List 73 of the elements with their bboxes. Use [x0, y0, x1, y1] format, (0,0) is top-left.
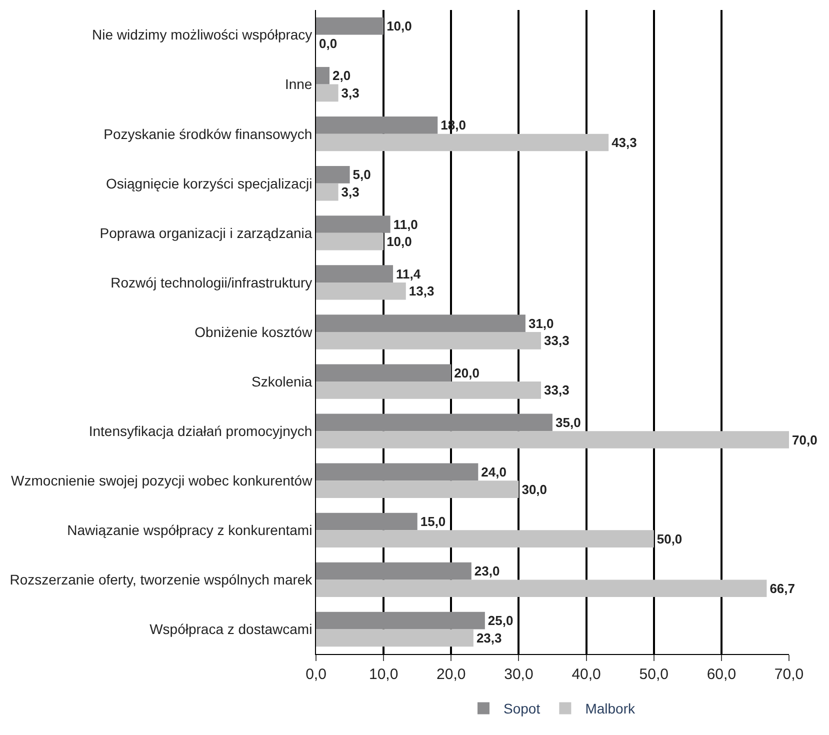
bar — [316, 382, 542, 399]
data-label: 10,0 — [386, 234, 412, 250]
bar — [316, 265, 394, 282]
x-tick-label: 20,0 — [436, 666, 466, 683]
bar — [316, 562, 472, 580]
data-label: 33,3 — [544, 333, 570, 348]
y-tick-label: Osiągnięcie korzyści specjalizacji — [106, 175, 312, 192]
bar — [316, 629, 474, 647]
data-label: 43,3 — [612, 135, 637, 150]
bar — [316, 232, 384, 250]
y-tick-label: Pozyskanie środków finansowych — [104, 126, 312, 142]
bar — [316, 66, 330, 84]
y-tick-label: Współpraca z dostawcami — [150, 621, 312, 638]
bar — [316, 166, 350, 184]
x-tick-label: 30,0 — [504, 666, 534, 683]
data-label: 50,0 — [656, 531, 682, 546]
data-label: 25,0 — [488, 613, 514, 628]
bar — [316, 134, 609, 152]
data-label: 15,0 — [420, 514, 446, 529]
x-tick-label: 50,0 — [639, 666, 668, 683]
legend-label: Malbork — [585, 700, 636, 717]
data-label: 3,3 — [341, 85, 360, 100]
data-label: 30,0 — [522, 482, 548, 497]
legend-label: Sopot — [504, 700, 540, 717]
data-label: 31,0 — [528, 316, 554, 331]
data-label: 13,3 — [408, 284, 434, 299]
bar — [316, 480, 519, 498]
bar — [316, 512, 418, 530]
bar — [316, 216, 390, 233]
bar — [316, 282, 406, 300]
bar — [316, 17, 384, 35]
y-tick-label: Szkolenia — [251, 373, 312, 390]
y-tick-label: Obniżenie kosztów — [194, 324, 314, 340]
data-label: 2,0 — [332, 68, 351, 84]
y-tick-label: Nie widzimy możliwości współpracy — [92, 26, 312, 43]
data-label: 10,0 — [386, 18, 412, 34]
y-tick-label: Wzmocnienie swojej pozycji wobec konkurentów — [11, 472, 314, 489]
bar — [316, 580, 767, 598]
bar — [316, 364, 452, 382]
y-tick-label: Nawiązanie współpracy z konkurentami — [67, 522, 312, 538]
data-label: 11,0 — [393, 216, 418, 232]
y-tick-label: Poprawa organizacji i zarządzania — [100, 224, 312, 241]
bar — [316, 332, 542, 350]
y-tick-label: Intensyfikacja działań promocyjnych — [88, 422, 312, 439]
x-tick-label: 0,0 — [306, 666, 326, 683]
y-tick-label: Inne — [284, 76, 312, 92]
data-label: 70,0 — [792, 432, 818, 448]
x-tick-label: 40,0 — [572, 666, 601, 683]
data-label: 11,4 — [396, 266, 422, 282]
x-tick-label: 60,0 — [706, 666, 736, 683]
data-label: 0,0 — [319, 36, 338, 51]
data-label: 3,3 — [341, 184, 360, 200]
x-tick-label: 10,0 — [368, 666, 398, 683]
bar — [316, 612, 485, 630]
data-label: 20,0 — [454, 365, 480, 380]
y-tick-label: Rozszerzanie oferty, tworzenie wspólnych marek — [10, 572, 314, 588]
x-tick-label: 70,0 — [774, 666, 804, 683]
data-label: 23,0 — [474, 564, 500, 579]
data-label: 5,0 — [352, 167, 371, 182]
data-label: 24,0 — [481, 464, 506, 480]
bar — [316, 84, 338, 102]
data-label: 66,7 — [770, 580, 796, 596]
bar — [316, 183, 338, 201]
bar — [316, 314, 526, 332]
data-label: 33,3 — [544, 382, 570, 398]
bar — [316, 116, 438, 134]
data-label: 23,3 — [476, 630, 502, 646]
bar — [316, 414, 552, 432]
data-label: 35,0 — [556, 414, 581, 430]
bar — [316, 463, 478, 481]
y-tick-label: Rozwój technologii/infrastruktury — [110, 274, 312, 290]
bar — [316, 530, 654, 548]
bar — [316, 431, 789, 448]
